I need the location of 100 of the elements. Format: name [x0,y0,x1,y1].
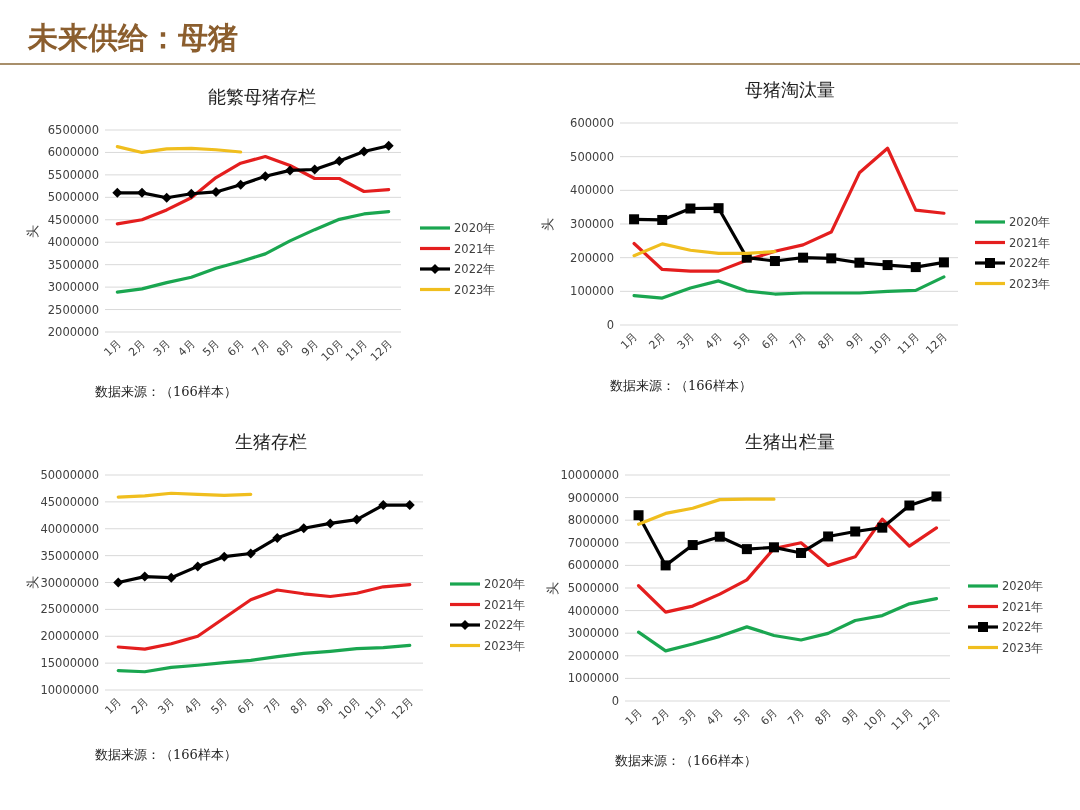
point [245,548,256,559]
x-tick-label: 5月 [200,336,223,359]
line-series [636,597,939,653]
x-tick-label: 12月 [915,705,943,733]
x-tick-label: 1月 [101,336,124,359]
point [334,155,345,166]
y-tick-label: 5500000 [47,167,99,182]
x-tick-label: 8月 [274,336,297,359]
y-tick-label: 35000000 [40,548,99,563]
x-tick-label: 6月 [759,329,782,352]
line-series [115,210,391,294]
y-tick-label: 3000000 [567,626,619,641]
source-note: 数据来源：（166样本） [610,378,752,393]
legend-label: 2020年 [1002,579,1044,593]
x-tick-label: 7月 [785,705,808,728]
point [235,179,246,190]
x-tick-label: 9月 [298,336,321,359]
x-tick-label: 3月 [676,705,699,728]
y-tick-label: 6500000 [47,123,99,137]
x-tick-label: 7月 [787,329,810,352]
x-tick-label: 12月 [389,694,416,722]
x-tick-label: 10月 [861,705,889,733]
point [854,257,865,268]
point [298,523,309,534]
y-tick-label: 4000000 [47,235,99,250]
x-tick-label: 4月 [175,336,198,359]
y-tick-label: 2000000 [567,648,619,663]
point [137,187,147,198]
point [768,542,779,553]
text: 未来供给：母猪 [27,20,238,55]
point [139,571,150,582]
y-tick-label: 6000000 [47,145,99,160]
legend-label: 2022年 [1002,620,1044,634]
point [904,500,915,511]
y-tick-label: 20000000 [40,629,99,644]
x-tick-label: 2月 [128,694,151,717]
point [113,577,124,588]
line-series [116,583,412,651]
x-tick-label: 11月 [888,705,916,733]
point [798,252,809,263]
x-tick-label: 3月 [674,329,697,352]
x-tick-label: 3月 [155,694,178,717]
point [687,540,698,551]
legend-label: 2020年 [454,221,496,235]
point [850,526,861,537]
line-series [116,643,412,674]
line-series [636,497,776,526]
x-tick-label: 4月 [703,705,726,728]
y-tick-label: 30000000 [40,575,99,590]
point [112,187,123,198]
point [882,260,893,271]
x-tick-label: 7月 [261,694,284,717]
y-tick-label: 5000000 [47,190,99,205]
source-note: 数据来源：（166样本） [95,747,237,762]
y-tick-label: 45000000 [40,494,99,509]
x-tick-label: 2月 [646,329,669,352]
y-axis-title: 头 [540,217,555,231]
x-tick-label: 1月 [618,329,641,352]
x-tick-label: 10月 [336,694,363,722]
point [741,544,752,555]
point [713,203,724,214]
x-tick-label: 9月 [839,705,862,728]
point [938,257,949,268]
x-tick-label: 6月 [224,336,247,359]
chart-title: 能繁母猪存栏 [208,86,316,107]
legend-label: 2020年 [484,577,526,591]
legend-label: 2020年 [1009,215,1051,229]
point [272,532,283,543]
point [309,164,320,175]
point [351,514,362,525]
chart-title: 生猪出栏量 [745,431,835,452]
point [769,256,780,267]
x-tick-label: 9月 [843,329,866,352]
y-tick-label: 0 [606,318,614,332]
x-tick-label: 5月 [730,329,753,352]
y-tick-label: 10000000 [560,468,619,482]
legend-label: 2023年 [454,282,496,297]
point [629,214,640,225]
y-tick-label: 4000000 [567,603,619,618]
legend-label: 2021年 [484,597,526,612]
y-tick-label: 8000000 [567,513,619,528]
y-tick-label: 9000000 [567,490,619,505]
point [166,572,177,583]
x-tick-label: 3月 [150,336,173,359]
x-tick-label: 11月 [895,329,922,357]
legend-label: 2022年 [484,618,526,632]
line-series [632,275,946,300]
point [192,561,203,572]
source-note: 数据来源：（166样本） [95,384,237,399]
y-tick-label: 500000 [570,149,614,164]
point [877,522,888,533]
point [211,186,221,197]
point [660,560,671,571]
y-tick-label: 10000000 [40,683,99,697]
legend-label: 2023年 [484,638,526,653]
point [219,551,230,562]
x-tick-label: 2月 [649,705,672,728]
legend-label: 2023年 [1009,276,1051,291]
x-tick-label: 5月 [731,705,753,728]
y-tick-label: 2500000 [47,302,99,317]
